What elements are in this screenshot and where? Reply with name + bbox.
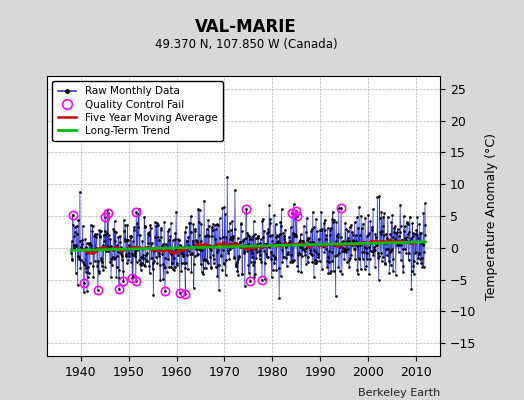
Text: VAL-MARIE: VAL-MARIE (195, 18, 297, 36)
Text: Berkeley Earth: Berkeley Earth (358, 388, 440, 398)
Y-axis label: Temperature Anomaly (°C): Temperature Anomaly (°C) (485, 132, 498, 300)
Text: 49.370 N, 107.850 W (Canada): 49.370 N, 107.850 W (Canada) (155, 38, 337, 51)
Legend: Raw Monthly Data, Quality Control Fail, Five Year Moving Average, Long-Term Tren: Raw Monthly Data, Quality Control Fail, … (52, 81, 223, 141)
